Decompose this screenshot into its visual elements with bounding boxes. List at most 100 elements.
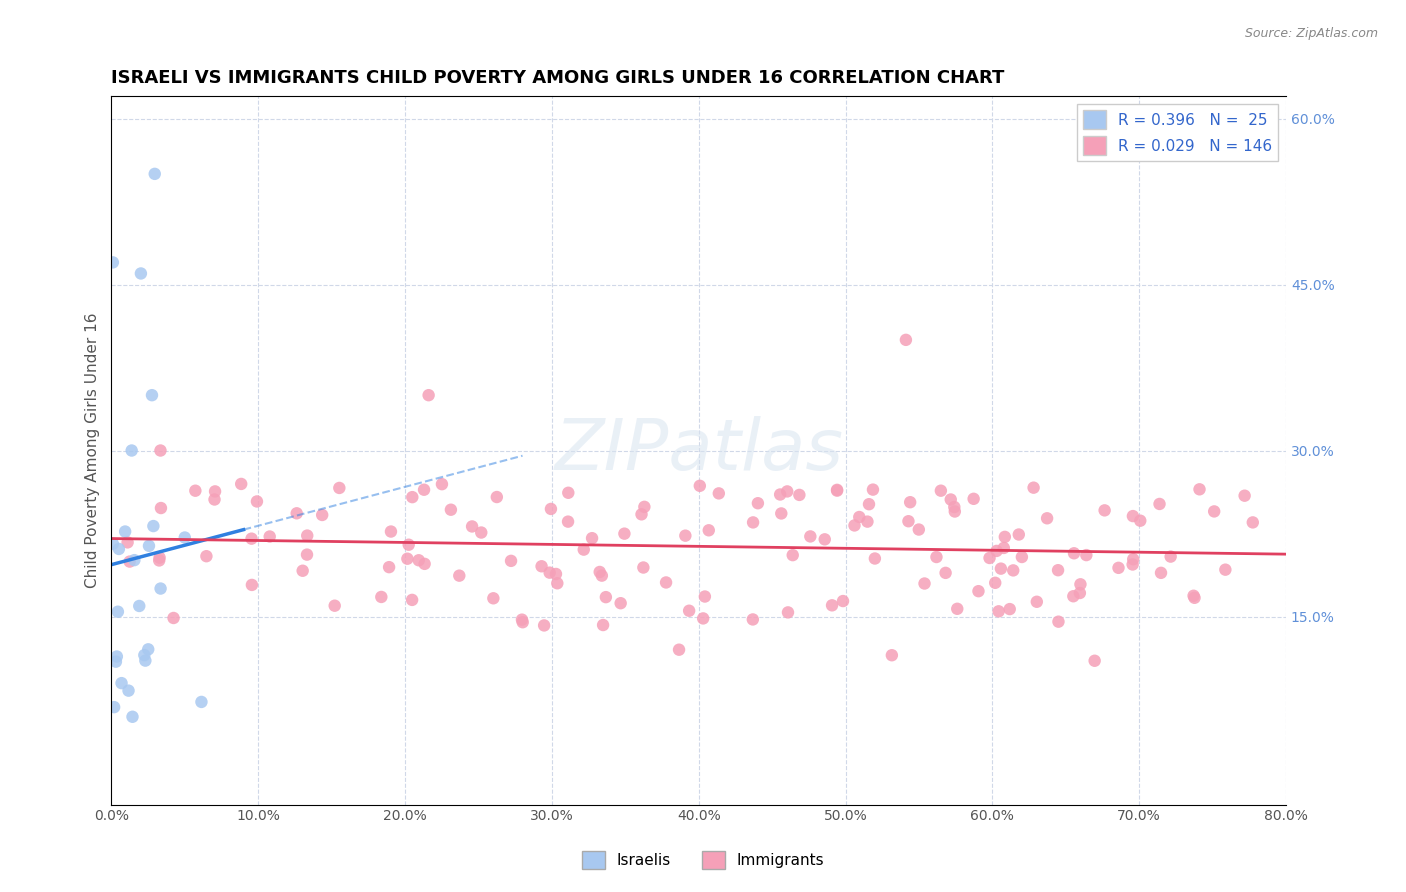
Point <box>408 553 430 567</box>
Point <box>929 483 952 498</box>
Point <box>799 529 821 543</box>
Point <box>103 700 125 714</box>
Point <box>190 695 212 709</box>
Point <box>246 494 269 508</box>
Point <box>747 496 769 510</box>
Point <box>173 531 195 545</box>
Point <box>401 490 423 504</box>
Point <box>1047 615 1070 629</box>
Point <box>449 568 471 582</box>
Point <box>678 604 700 618</box>
Point <box>769 487 792 501</box>
Point <box>1160 549 1182 564</box>
Point <box>1150 566 1173 580</box>
Point <box>595 590 617 604</box>
Point <box>741 612 763 626</box>
Point <box>633 500 655 514</box>
Point <box>546 576 568 591</box>
Point <box>984 575 1007 590</box>
Point <box>134 654 156 668</box>
Point <box>1215 563 1237 577</box>
Point <box>898 495 921 509</box>
Point <box>378 560 401 574</box>
Point <box>148 553 170 567</box>
Point <box>998 602 1021 616</box>
Point <box>668 642 690 657</box>
Point <box>994 530 1017 544</box>
Point <box>398 538 420 552</box>
Point <box>134 648 156 662</box>
Point <box>124 553 146 567</box>
Point <box>1084 654 1107 668</box>
Point <box>1129 514 1152 528</box>
Point <box>149 443 172 458</box>
Point <box>848 510 870 524</box>
Point <box>510 613 533 627</box>
Point <box>1036 511 1059 525</box>
Point <box>897 514 920 528</box>
Point <box>370 590 392 604</box>
Text: Source: ZipAtlas.com: Source: ZipAtlas.com <box>1244 27 1378 40</box>
Point <box>1241 516 1264 530</box>
Point <box>129 267 152 281</box>
Point <box>789 488 811 502</box>
Point <box>814 533 837 547</box>
Point <box>1094 503 1116 517</box>
Point <box>240 532 263 546</box>
Point <box>990 561 1012 575</box>
Point <box>136 642 159 657</box>
Point <box>1122 558 1144 572</box>
Point <box>655 575 678 590</box>
Point <box>894 333 917 347</box>
Point <box>613 526 636 541</box>
Point <box>693 590 716 604</box>
Point <box>742 516 765 530</box>
Point <box>914 576 936 591</box>
Point <box>104 655 127 669</box>
Point <box>1149 497 1171 511</box>
Point <box>1025 595 1047 609</box>
Point <box>162 611 184 625</box>
Point <box>1184 591 1206 605</box>
Point <box>204 484 226 499</box>
Point <box>482 591 505 606</box>
Point <box>413 483 436 497</box>
Point <box>1011 549 1033 564</box>
Point <box>240 578 263 592</box>
Point <box>770 507 793 521</box>
Point <box>143 167 166 181</box>
Point <box>581 531 603 545</box>
Point <box>149 550 172 565</box>
Point <box>121 443 143 458</box>
Point <box>844 518 866 533</box>
Point <box>557 515 579 529</box>
Point <box>630 508 652 522</box>
Point <box>204 492 226 507</box>
Point <box>589 565 612 579</box>
Point <box>987 604 1010 618</box>
Point <box>939 492 962 507</box>
Point <box>297 528 319 542</box>
Point <box>499 554 522 568</box>
Point <box>231 477 253 491</box>
Point <box>633 560 655 574</box>
Point <box>323 599 346 613</box>
Point <box>880 648 903 663</box>
Point <box>862 483 884 497</box>
Point <box>291 564 314 578</box>
Point <box>117 683 139 698</box>
Point <box>689 479 711 493</box>
Point <box>544 566 567 581</box>
Point <box>121 710 143 724</box>
Point <box>259 529 281 543</box>
Point <box>993 541 1015 555</box>
Point <box>114 524 136 539</box>
Point <box>149 582 172 596</box>
Point <box>925 549 948 564</box>
Point <box>863 551 886 566</box>
Point <box>118 555 141 569</box>
Point <box>1062 589 1084 603</box>
Point <box>591 568 613 582</box>
Point <box>430 477 453 491</box>
Point <box>540 502 562 516</box>
